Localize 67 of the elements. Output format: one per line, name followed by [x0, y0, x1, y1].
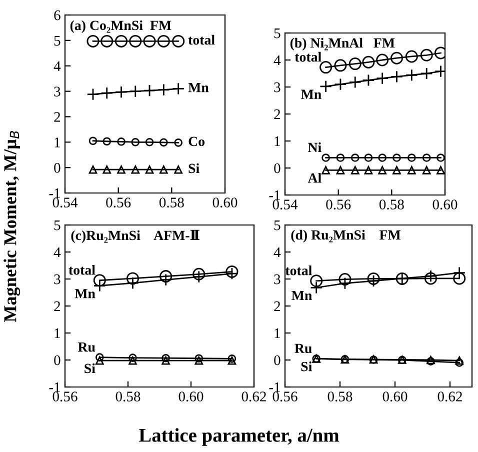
x-tick-label: 0.56 [106, 198, 131, 208]
legend-label: Ni [308, 142, 322, 152]
y-tick-label: 5 [54, 220, 60, 230]
x-tick-label: 0.56 [52, 392, 78, 402]
chart-title: (b) Ni₂MnAl FM [290, 38, 395, 50]
y-tick-label: 5 [54, 36, 60, 46]
x-tick-label: 0.62 [242, 392, 266, 402]
y-tick-label: 2 [274, 301, 280, 312]
y-tick-label: 1 [54, 138, 60, 148]
y-tick-label: 3 [274, 82, 280, 92]
y-tick-label: -1 [49, 188, 60, 198]
y-tick-label: 4 [274, 247, 281, 258]
x-tick-label: 0.56 [272, 392, 298, 402]
x-tick-label: 0.58 [116, 392, 140, 402]
x-tick-label: 0.60 [212, 198, 238, 208]
series-label: total [285, 266, 312, 276]
y-tick-label: 2 [54, 301, 60, 312]
y-tick-label: 4 [54, 61, 61, 71]
series-label: total [188, 34, 215, 45]
legend-label: Ru [78, 342, 96, 352]
y-tick-label: 0 [54, 162, 60, 173]
series-label: Al [308, 172, 322, 183]
x-tick-label: 0.60 [382, 392, 408, 402]
y-tick-label: 2 [274, 109, 280, 120]
y-tick-label: -1 [269, 382, 280, 392]
series-label: Si [301, 361, 312, 372]
x-tick-label: 0.62 [438, 392, 462, 402]
chart-title: (c)Ru₂MnSi AFM-Ⅱ [71, 230, 200, 243]
series-label: Si [84, 363, 96, 374]
legend-label: Mn [74, 289, 96, 298]
x-tick-label: 0.60 [432, 200, 458, 210]
series-label: Co [188, 136, 204, 146]
x-tick-label: 0.58 [328, 392, 352, 402]
y-tick-label: 4 [54, 247, 61, 258]
y-tick-label: 5 [274, 28, 280, 38]
series-label: Mn [292, 290, 312, 300]
legend-label: Mn [301, 90, 322, 99]
series-label: Ru [294, 344, 312, 354]
x-tick-label: 0.60 [178, 392, 204, 402]
y-axis-title: Magnetic Moment, M/μ$_{B}$ [4, 131, 20, 322]
y-tick-label: 1 [274, 136, 280, 146]
y-tick-label: -1 [49, 382, 60, 392]
y-tick-label: 4 [274, 55, 281, 66]
legend-label: total [294, 52, 322, 62]
x-tick-label: 0.58 [159, 198, 184, 208]
x-tick-label: 0.54 [272, 200, 298, 210]
y-tick-label: 3 [54, 86, 60, 96]
y-tick-label: 5 [274, 220, 280, 230]
chart-title: (a) Co₂MnSi FM [70, 20, 172, 33]
y-tick-label: 0 [274, 355, 280, 366]
y-tick-label: -1 [269, 190, 280, 200]
y-tick-label: 0 [274, 163, 280, 174]
legend-label: total [68, 264, 96, 275]
y-tick-label: 2 [54, 112, 60, 122]
x-axis-title: Lattice parameter, a/nm [138, 428, 340, 446]
chart-title: (d) Ru₂MnSi FM [291, 230, 400, 242]
series-label: Si [188, 163, 200, 174]
y-tick-label: 1 [274, 328, 280, 338]
x-tick-label: 0.56 [326, 200, 351, 210]
x-tick-label: 0.54 [52, 198, 78, 208]
y-tick-label: 6 [54, 10, 60, 20]
y-tick-label: 1 [54, 328, 60, 338]
x-tick-label: 0.58 [379, 200, 404, 210]
y-tick-label: 0 [54, 355, 60, 366]
y-tick-label: 3 [54, 274, 60, 284]
series-label: Mn [188, 82, 209, 92]
y-tick-label: 3 [274, 274, 280, 284]
